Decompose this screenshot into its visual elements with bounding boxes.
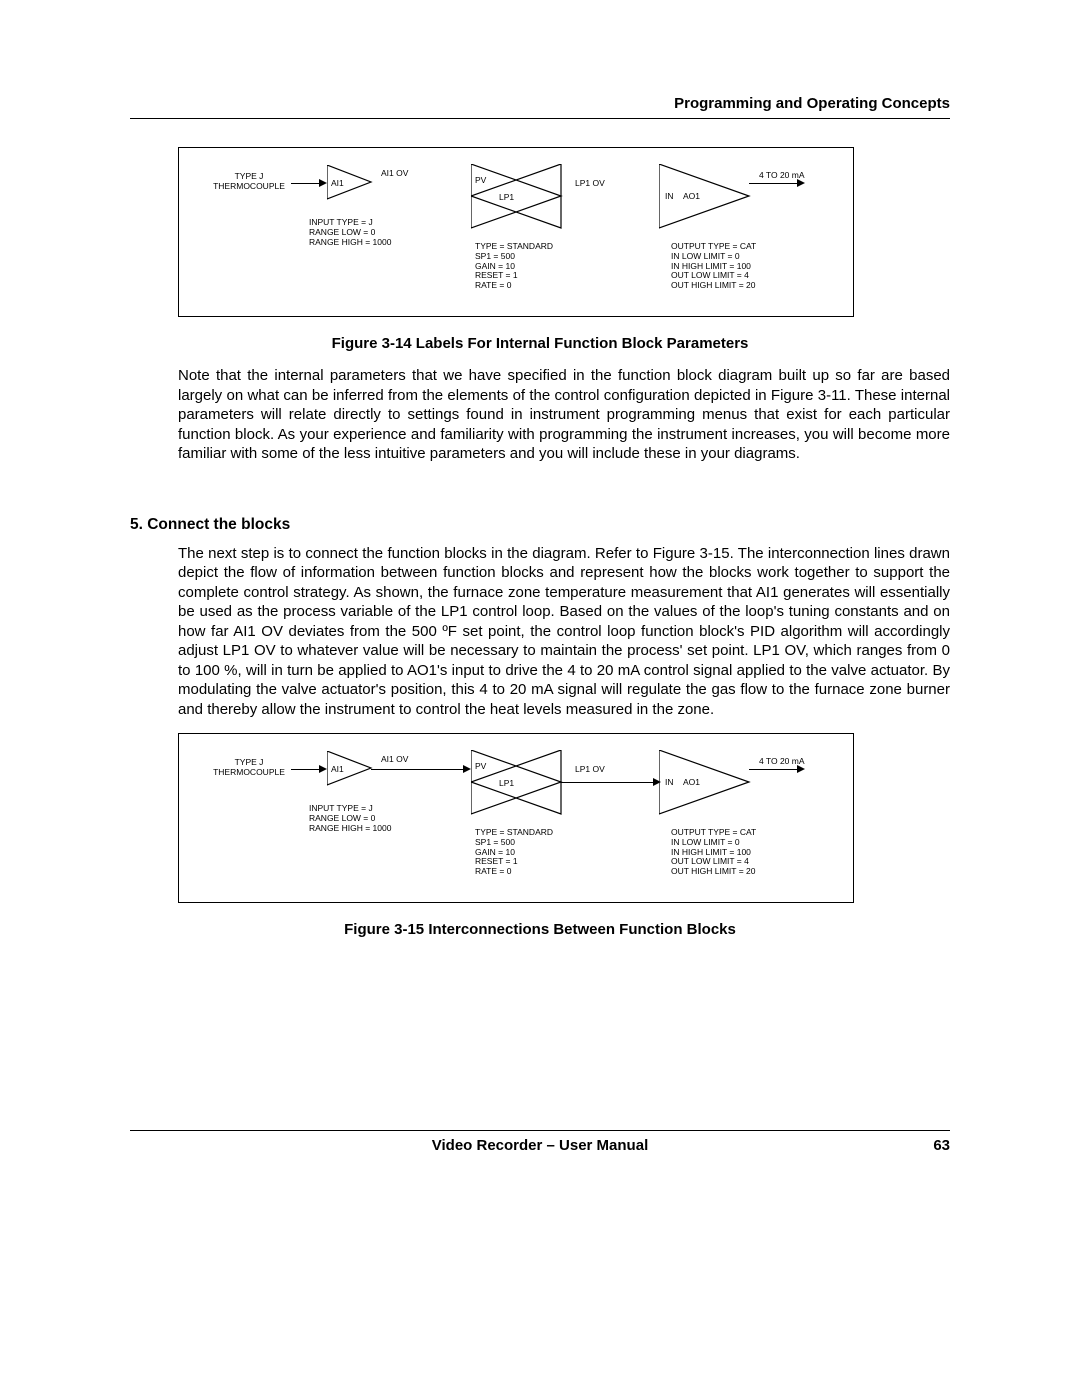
- section-5-heading: 5. Connect the blocks: [130, 516, 950, 534]
- ao1-in-label: IN: [665, 777, 674, 787]
- page-header: Programming and Operating Concepts: [130, 95, 950, 119]
- ao-param-out-low: OUT LOW LIMIT = 4: [671, 270, 749, 280]
- input-thermocouple: THERMOCOUPLE: [213, 181, 285, 191]
- header-title: Programming and Operating Concepts: [674, 95, 950, 112]
- block-ai1-label: AI1: [331, 178, 344, 188]
- figure-3-14-diagram: TYPE J THERMOCOUPLE AI1 AI1 OV PV LP1 LP…: [178, 147, 854, 317]
- block-lp1-label: LP1: [499, 778, 514, 788]
- lp-param-sp1: SP1 = 500: [475, 837, 515, 847]
- ai-param-range-high: RANGE HIGH = 1000: [309, 823, 391, 833]
- ao1-in-label: IN: [665, 191, 674, 201]
- figure-3-15-diagram: TYPE J THERMOCOUPLE AI1 AI1 OV PV LP1 LP…: [178, 733, 854, 903]
- footer-doc-title: Video Recorder – User Manual: [130, 1137, 950, 1154]
- page-footer: Video Recorder – User Manual 63: [130, 1130, 950, 1137]
- lp-param-rate: RATE = 0: [475, 866, 511, 876]
- ai-param-range-high: RANGE HIGH = 1000: [309, 237, 391, 247]
- lp-param-reset: RESET = 1: [475, 856, 518, 866]
- ai-param-input-type: INPUT TYPE = J: [309, 803, 373, 813]
- figure-3-15-caption: Figure 3-15 Interconnections Between Fun…: [130, 921, 950, 938]
- arrow-head-icon: [319, 765, 327, 773]
- lp1-params: TYPE = STANDARD SP1 = 500 GAIN = 10 RESE…: [475, 828, 553, 877]
- ao-param-out-high: OUT HIGH LIMIT = 20: [671, 280, 755, 290]
- page-content: Programming and Operating Concepts TYPE …: [130, 95, 950, 952]
- interconnect-line: [371, 769, 467, 770]
- lp1-output-label: LP1 OV: [575, 178, 605, 188]
- ao-param-in-low: IN LOW LIMIT = 0: [671, 251, 740, 261]
- lp1-output-label: LP1 OV: [575, 764, 605, 774]
- arrow-head-icon: [463, 765, 471, 773]
- input-type-j: TYPE J: [235, 171, 264, 181]
- arrow-head-icon: [797, 179, 805, 187]
- input-source-label: TYPE J THERMOCOUPLE: [209, 757, 289, 777]
- ai1-output-label: AI1 OV: [381, 754, 408, 764]
- lp-param-type: TYPE = STANDARD: [475, 241, 553, 251]
- footer-page-number: 63: [933, 1137, 950, 1154]
- lp1-params: TYPE = STANDARD SP1 = 500 GAIN = 10 RESE…: [475, 242, 553, 291]
- lp-param-gain: GAIN = 10: [475, 261, 515, 271]
- lp-param-sp1: SP1 = 500: [475, 251, 515, 261]
- lp-param-reset: RESET = 1: [475, 270, 518, 280]
- ai-param-range-low: RANGE LOW = 0: [309, 227, 375, 237]
- output-signal-label: 4 TO 20 mA: [759, 756, 805, 766]
- ao1-params: OUTPUT TYPE = CAT IN LOW LIMIT = 0 IN HI…: [671, 828, 756, 877]
- ai1-params: INPUT TYPE = J RANGE LOW = 0 RANGE HIGH …: [309, 804, 391, 833]
- ao-param-in-high: IN HIGH LIMIT = 100: [671, 847, 751, 857]
- paragraph-1: Note that the internal parameters that w…: [178, 366, 950, 464]
- block-lp1-label: LP1: [499, 192, 514, 202]
- block-ao1-label: AO1: [683, 191, 700, 201]
- output-signal-label: 4 TO 20 mA: [759, 170, 805, 180]
- ao-param-in-high: IN HIGH LIMIT = 100: [671, 261, 751, 271]
- figure-3-14-caption: Figure 3-14 Labels For Internal Function…: [130, 335, 950, 352]
- lp-param-gain: GAIN = 10: [475, 847, 515, 857]
- ai1-output-label: AI1 OV: [381, 168, 408, 178]
- ao-param-out-high: OUT HIGH LIMIT = 20: [671, 866, 755, 876]
- block-lp1-right-shape: [471, 750, 563, 816]
- block-ao1-label: AO1: [683, 777, 700, 787]
- ai1-params: INPUT TYPE = J RANGE LOW = 0 RANGE HIGH …: [309, 218, 391, 247]
- arrow-line: [749, 183, 801, 184]
- input-thermocouple: THERMOCOUPLE: [213, 767, 285, 777]
- ao1-params: OUTPUT TYPE = CAT IN LOW LIMIT = 0 IN HI…: [671, 242, 756, 291]
- paragraph-2: The next step is to connect the function…: [178, 544, 950, 720]
- arrow-head-icon: [319, 179, 327, 187]
- lp-param-type: TYPE = STANDARD: [475, 827, 553, 837]
- block-lp1-right-shape: [471, 164, 563, 230]
- input-type-j: TYPE J: [235, 757, 264, 767]
- ao-param-in-low: IN LOW LIMIT = 0: [671, 837, 740, 847]
- ao-param-output-type: OUTPUT TYPE = CAT: [671, 241, 756, 251]
- ai-param-range-low: RANGE LOW = 0: [309, 813, 375, 823]
- block-ai1-label: AI1: [331, 764, 344, 774]
- ao-param-out-low: OUT LOW LIMIT = 4: [671, 856, 749, 866]
- arrow-head-icon: [797, 765, 805, 773]
- input-source-label: TYPE J THERMOCOUPLE: [209, 171, 289, 191]
- lp-param-rate: RATE = 0: [475, 280, 511, 290]
- ao-param-output-type: OUTPUT TYPE = CAT: [671, 827, 756, 837]
- interconnect-line: [561, 782, 657, 783]
- arrow-line: [749, 769, 801, 770]
- ai-param-input-type: INPUT TYPE = J: [309, 217, 373, 227]
